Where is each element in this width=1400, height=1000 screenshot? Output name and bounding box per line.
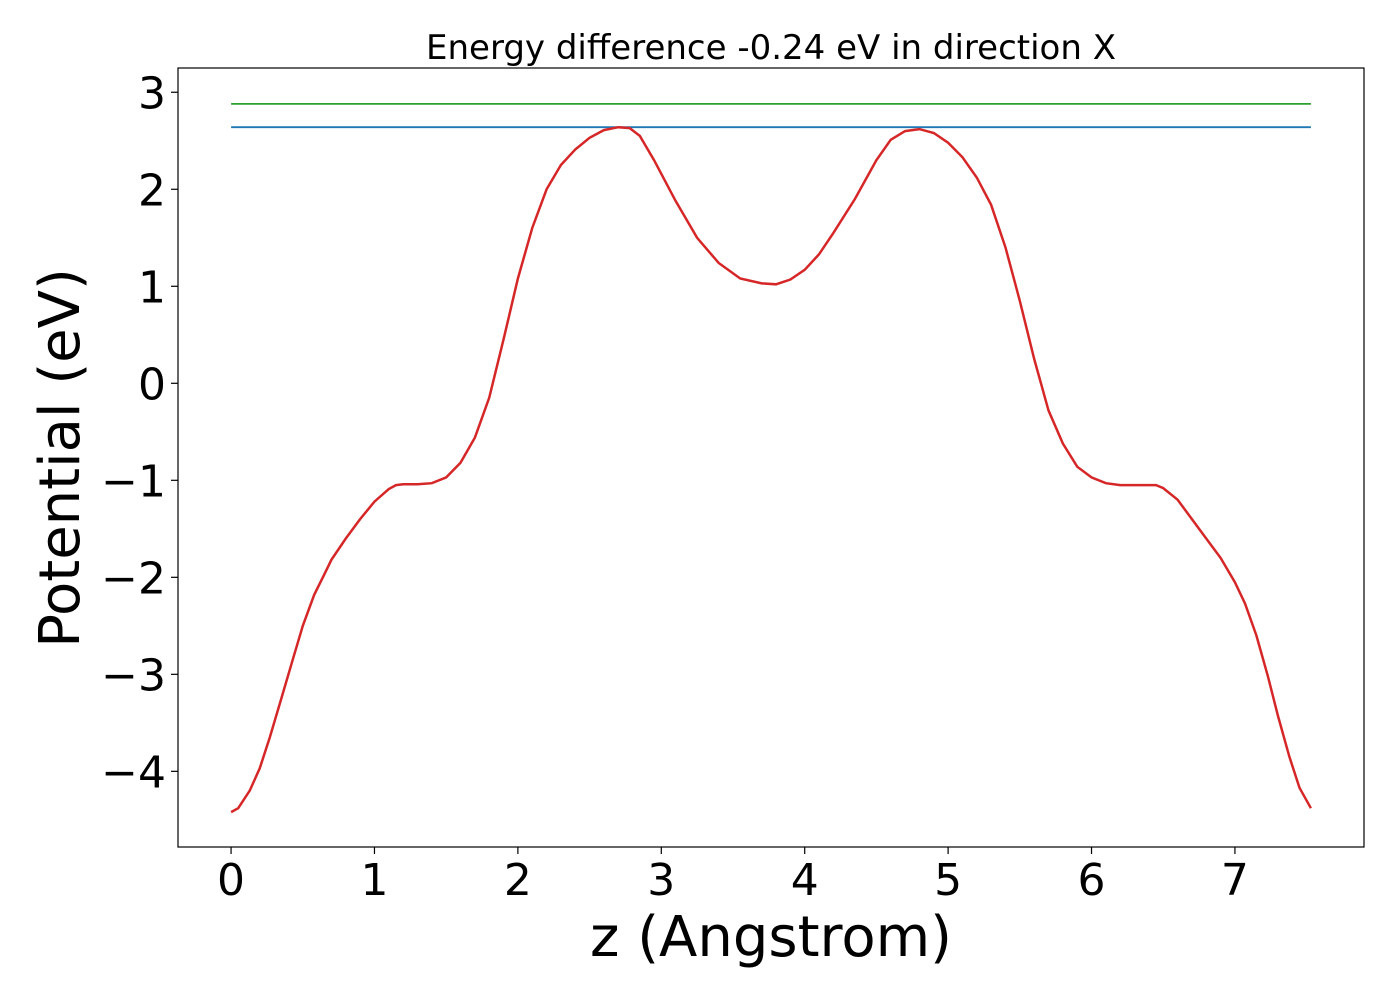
y-tick-label: −3 — [101, 650, 166, 701]
x-tick-label: 7 — [1221, 855, 1249, 906]
y-tick-label: −4 — [101, 747, 166, 798]
y-tick-label: 0 — [138, 359, 166, 410]
x-tick-label: 5 — [934, 855, 962, 906]
y-tick-label: −1 — [101, 456, 166, 507]
x-tick-label: 4 — [791, 855, 819, 906]
x-tick-label: 1 — [360, 855, 388, 906]
plot-frame — [177, 67, 1365, 848]
y-tick-label: 2 — [138, 165, 166, 216]
x-ticks: 0 1 2 3 4 5 6 7 — [217, 847, 1249, 906]
chart-title: Energy difference -0.24 eV in direction … — [426, 28, 1116, 68]
x-tick-label: 6 — [1078, 855, 1106, 906]
x-axis-title: z (Angstrom) — [590, 905, 952, 970]
x-tick-label: 0 — [217, 855, 245, 906]
y-tick-label: −2 — [101, 553, 166, 604]
x-tick-label: 3 — [647, 855, 675, 906]
y-ticks: −4 −3 −2 −1 0 1 2 3 — [101, 68, 178, 798]
series-line-2 — [230, 125, 1312, 814]
y-axis-title: Potential (eV) — [28, 268, 93, 648]
series-layer — [230, 103, 1312, 814]
x-tick-label: 2 — [504, 855, 532, 906]
y-tick-label: 1 — [138, 262, 166, 313]
y-tick-label: 3 — [138, 68, 166, 119]
